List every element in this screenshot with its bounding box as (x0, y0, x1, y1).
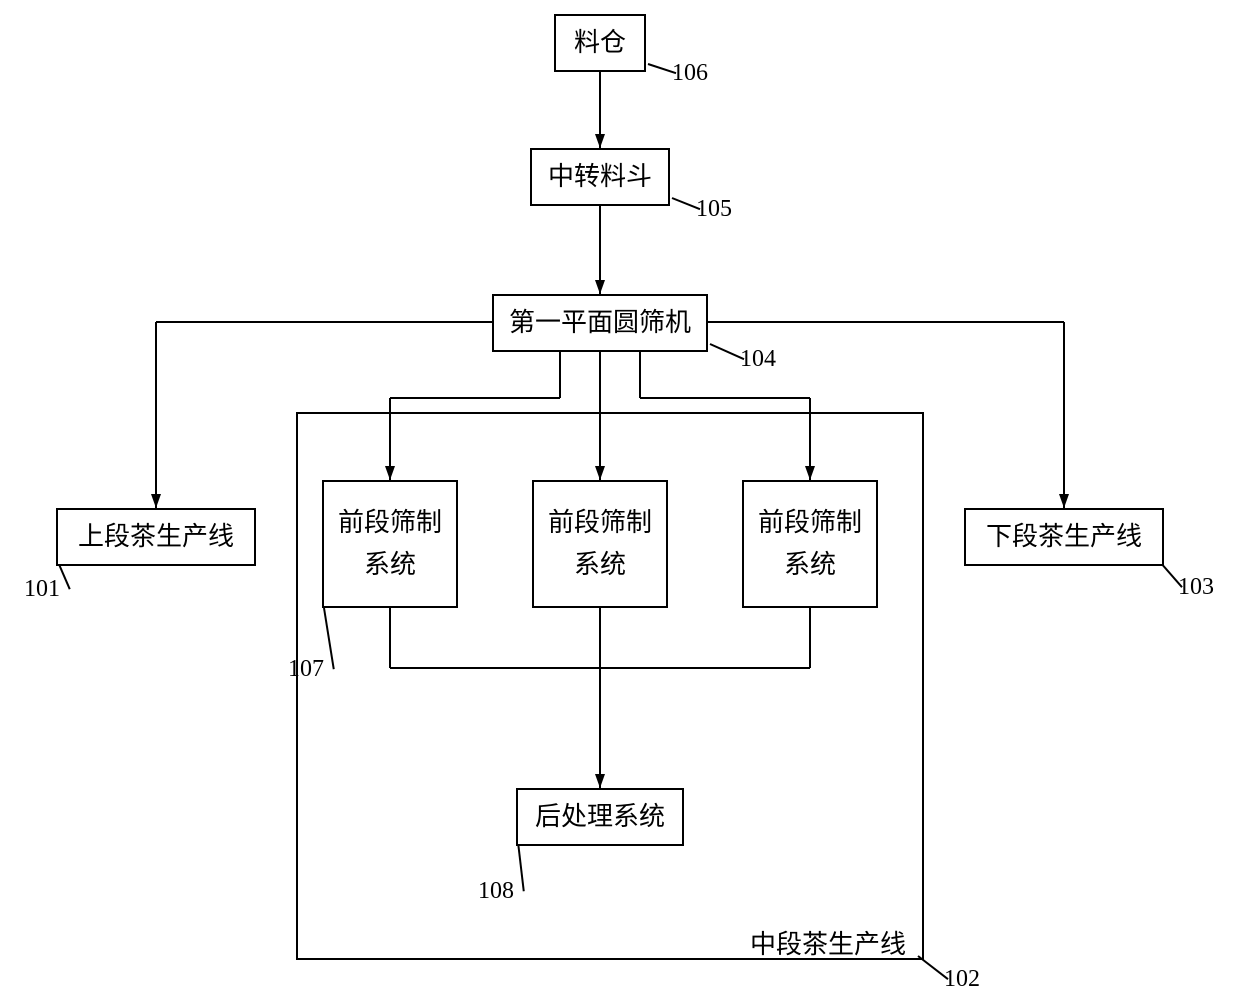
ref-label-104: 104 (740, 346, 776, 373)
node-silo: 料仓 (554, 14, 646, 72)
node-pre3: 前段筛制 系统 (742, 480, 878, 608)
node-label: 前段筛制 系统 (338, 502, 442, 585)
node-sieve: 第一平面圆筛机 (492, 294, 708, 352)
node-label: 前段筛制 系统 (758, 502, 862, 585)
ref-label-106: 106 (672, 60, 708, 87)
node-label: 中转料斗 (548, 156, 652, 198)
node-label: 前段筛制 系统 (548, 502, 652, 585)
node-upper_line: 上段茶生产线 (56, 508, 256, 566)
node-label: 料仓 (574, 22, 626, 64)
node-label: 下段茶生产线 (986, 516, 1142, 558)
node-pre2: 前段筛制 系统 (532, 480, 668, 608)
node-label: 第一平面圆筛机 (509, 302, 691, 344)
ref-label-102: 102 (944, 966, 980, 993)
middle-line-frame-label: 中段茶生产线 (750, 924, 906, 961)
node-label: 上段茶生产线 (78, 516, 234, 558)
ref-label-101: 101 (24, 576, 60, 603)
ref-label-103: 103 (1178, 574, 1214, 601)
ref-label-107: 107 (288, 656, 324, 683)
ref-label-105: 105 (696, 196, 732, 223)
node-post: 后处理系统 (516, 788, 684, 846)
ref-label-108: 108 (478, 878, 514, 905)
node-label: 后处理系统 (535, 796, 665, 838)
node-lower_line: 下段茶生产线 (964, 508, 1164, 566)
diagram-canvas: 料仓中转料斗第一平面圆筛机上段茶生产线 下段茶生产线 前段筛制 系统 前段筛制 系统 前… (0, 0, 1240, 1004)
node-pre1: 前段筛制 系统 (322, 480, 458, 608)
node-hopper: 中转料斗 (530, 148, 670, 206)
